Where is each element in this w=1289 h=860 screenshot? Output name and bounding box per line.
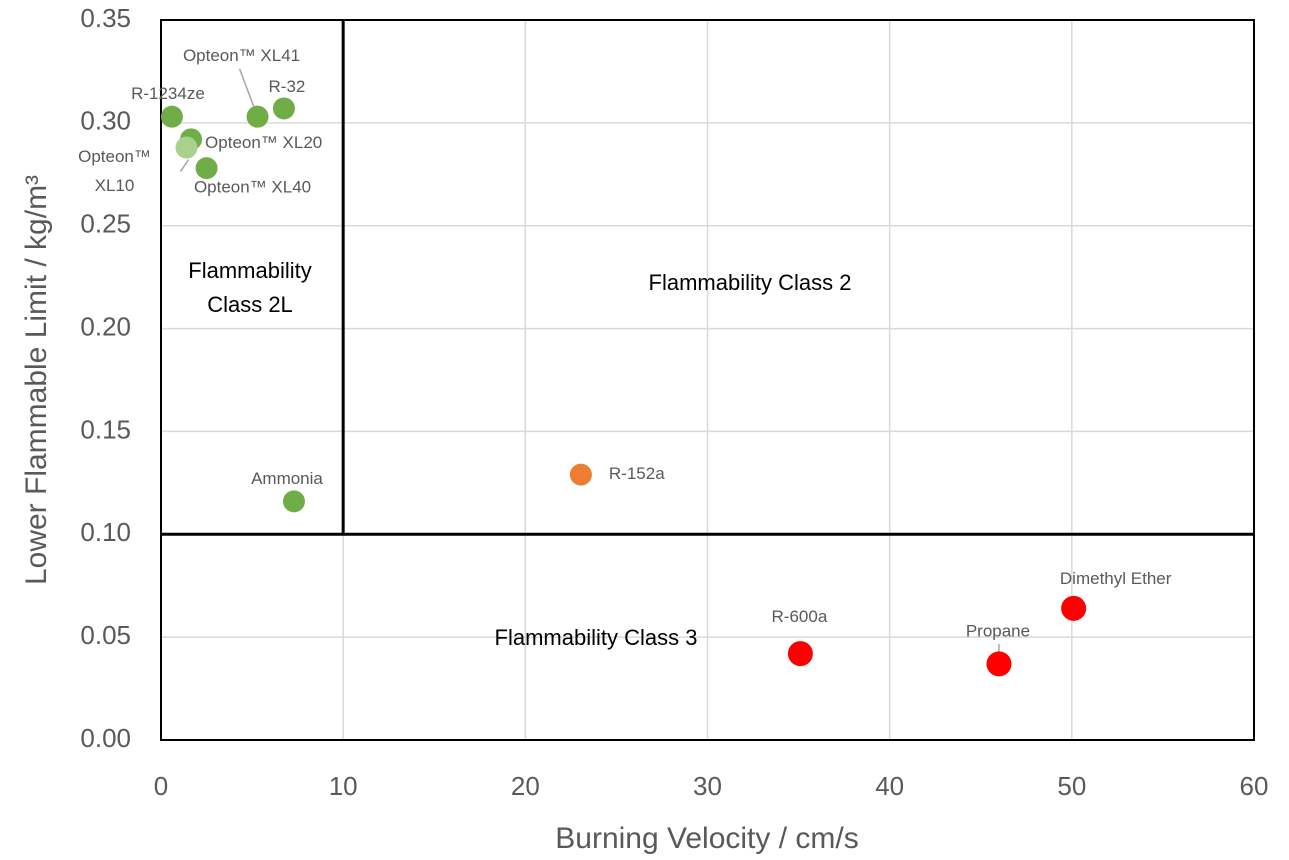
point-label: Opteon™ XL41 bbox=[183, 46, 300, 65]
point-label: Dimethyl Ether bbox=[1060, 569, 1172, 588]
leader-line bbox=[179, 159, 190, 172]
point bbox=[175, 136, 198, 159]
y-tick-label: 0.30 bbox=[80, 106, 131, 136]
y-tick-label: 0.00 bbox=[80, 723, 131, 753]
plot-border bbox=[160, 19, 1255, 741]
point bbox=[1061, 595, 1087, 621]
y-tick-label: 0.25 bbox=[80, 209, 131, 239]
point-label: Propane bbox=[966, 621, 1030, 640]
x-tick-label: 0 bbox=[154, 771, 168, 801]
point-label: Opteon™ XL20 bbox=[205, 133, 322, 152]
point bbox=[787, 641, 813, 667]
point bbox=[569, 463, 592, 486]
point bbox=[272, 97, 295, 120]
point-label: R-1234ze bbox=[131, 84, 205, 103]
x-tick-label: 30 bbox=[693, 771, 722, 801]
y-tick-label: 0.35 bbox=[80, 3, 131, 33]
point bbox=[246, 105, 269, 128]
region-label: Class 2L bbox=[207, 292, 293, 317]
point-label: Opteon™ XL40 bbox=[194, 178, 311, 197]
y-tick-label: 0.10 bbox=[80, 517, 131, 547]
point bbox=[195, 157, 218, 180]
point-label: Opteon™ bbox=[78, 147, 151, 166]
point bbox=[160, 105, 183, 128]
x-tick-label: 60 bbox=[1240, 771, 1269, 801]
region-label: Flammability Class 2 bbox=[649, 270, 852, 295]
x-axis-label: Burning Velocity / cm/s bbox=[555, 822, 858, 855]
point bbox=[282, 490, 305, 513]
point-label: R-600a bbox=[772, 607, 828, 626]
leader-line bbox=[238, 68, 256, 109]
y-tick-label: 0.05 bbox=[80, 620, 131, 650]
y-tick-label: 0.20 bbox=[80, 311, 131, 341]
y-axis-label: Lower Flammable Limit / kg/m³ bbox=[20, 175, 53, 585]
x-tick-label: 20 bbox=[511, 771, 540, 801]
point-label: XL10 bbox=[95, 176, 135, 195]
x-tick-label: 40 bbox=[875, 771, 904, 801]
point-label: R-152a bbox=[609, 464, 665, 483]
point-label: Ammonia bbox=[251, 469, 323, 488]
point-label: R-32 bbox=[269, 77, 306, 96]
region-label: Flammability bbox=[188, 258, 311, 283]
point bbox=[986, 651, 1012, 677]
region-label: Flammability Class 3 bbox=[495, 625, 698, 650]
y-tick-label: 0.15 bbox=[80, 414, 131, 444]
x-tick-label: 50 bbox=[1057, 771, 1086, 801]
x-tick-label: 10 bbox=[329, 771, 358, 801]
